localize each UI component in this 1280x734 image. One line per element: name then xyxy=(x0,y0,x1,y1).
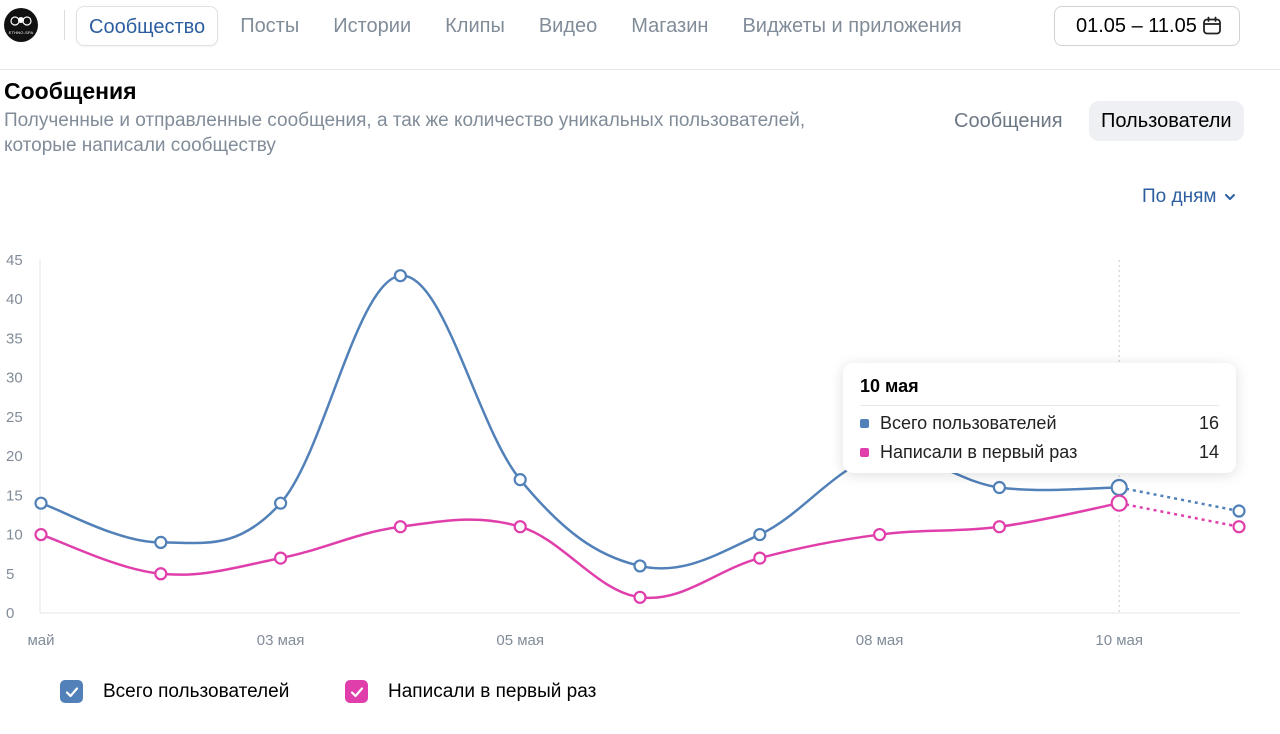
y-tick-label: 30 xyxy=(6,370,23,387)
logo-lettering: ETHNO-SPA xyxy=(8,30,34,35)
data-point[interactable] xyxy=(1232,520,1246,534)
checkmark-icon xyxy=(350,686,363,697)
legend-checkbox[interactable] xyxy=(345,680,368,703)
x-tick-label: 10 мая xyxy=(1095,632,1143,649)
top-navigation-bar: ETHNO-SPA Сообщество Посты Истории Клипы… xyxy=(0,0,1280,70)
data-point[interactable] xyxy=(513,520,527,534)
date-range-picker[interactable]: 01.05 – 11.05 xyxy=(1054,6,1240,46)
tab-shop[interactable]: Магазин xyxy=(631,15,709,37)
section-tabs: Сообщество Посты Истории Клипы Видео Маг… xyxy=(76,6,984,46)
data-point[interactable] xyxy=(992,520,1007,534)
data-point[interactable] xyxy=(274,496,288,510)
legend-checkbox[interactable] xyxy=(60,680,83,703)
y-tick-label: 10 xyxy=(6,527,23,544)
data-point[interactable] xyxy=(1110,494,1128,512)
users-line-chart: 0 5 10 15 20 25 30 35 40 45 май 03 мая 05 мая 08 мая… xyxy=(6,252,1246,649)
series-line xyxy=(40,501,1120,600)
tooltip-row-label: Всего пользователей xyxy=(880,412,1057,433)
data-point[interactable] xyxy=(753,551,767,565)
data-point[interactable] xyxy=(274,551,288,565)
tooltip-row-first-time: Написали в первый раз 14 xyxy=(860,440,1219,464)
y-tick-label: 15 xyxy=(6,487,23,504)
data-point[interactable] xyxy=(34,496,48,510)
data-point[interactable] xyxy=(1232,504,1246,518)
data-point[interactable] xyxy=(1110,478,1128,497)
community-avatar[interactable]: ETHNO-SPA xyxy=(4,8,38,42)
tab-posts[interactable]: Посты xyxy=(240,15,300,37)
tab-video[interactable]: Видео xyxy=(538,15,598,37)
legend-item-total-users[interactable]: Всего пользователей xyxy=(60,680,289,703)
toggle-users[interactable]: Пользователи xyxy=(1089,101,1244,141)
series-line-forecast xyxy=(1118,486,1240,513)
series-line-forecast xyxy=(1118,501,1240,528)
checkmark-icon xyxy=(65,686,78,697)
tooltip-row-value: 14 xyxy=(1198,441,1219,462)
legend-label: Всего пользователей xyxy=(103,680,290,702)
tooltip-divider xyxy=(860,405,1219,406)
tooltip-title: 10 мая xyxy=(860,376,919,396)
y-tick-label: 25 xyxy=(6,409,23,426)
data-point[interactable] xyxy=(872,527,887,542)
y-tick-label: 5 xyxy=(6,566,14,583)
y-tick-label: 35 xyxy=(6,330,23,347)
page-subtitle: Полученные и отправленные сообщения, а т… xyxy=(4,108,904,158)
logo-emblem-icon xyxy=(10,16,32,26)
chevron-down-icon xyxy=(1225,194,1236,200)
y-tick-label: 20 xyxy=(6,448,23,465)
data-point[interactable] xyxy=(34,527,48,542)
data-point[interactable] xyxy=(393,520,407,534)
subtitle-line-1: Полученные и отправленные сообщения, а т… xyxy=(4,110,806,131)
legend-item-first-time[interactable]: Написали в первый раз xyxy=(345,680,596,703)
tab-clips[interactable]: Клипы xyxy=(445,15,505,37)
data-point[interactable] xyxy=(633,559,647,573)
subtitle-line-2: которые написали сообществу xyxy=(4,135,276,156)
date-range-value: 01.05 – 11.05 xyxy=(1076,14,1197,37)
toggle-messages[interactable]: Сообщения xyxy=(954,110,1063,132)
data-point[interactable] xyxy=(753,527,767,542)
data-point[interactable] xyxy=(154,535,168,549)
x-tick-label: май xyxy=(27,632,54,649)
y-tick-label: 45 xyxy=(6,252,23,269)
nav-divider xyxy=(64,10,65,40)
period-dropdown-label: По дням xyxy=(1142,186,1217,207)
x-tick-label: 05 мая xyxy=(496,632,544,649)
legend-label: Написали в первый раз xyxy=(388,680,597,702)
tooltip-row-total: Всего пользователей 16 xyxy=(860,411,1219,435)
tab-stories[interactable]: Истории xyxy=(333,15,412,37)
y-axis-ticks: 0 5 10 15 20 25 30 35 40 45 xyxy=(6,252,23,622)
data-point[interactable] xyxy=(992,480,1007,495)
data-point[interactable] xyxy=(393,269,407,283)
data-point[interactable] xyxy=(633,590,647,604)
series-color-swatch xyxy=(860,447,869,457)
tooltip-row-label: Написали в первый раз xyxy=(880,441,1078,462)
page-title: Сообщения xyxy=(4,78,137,104)
tab-community[interactable]: Сообщество xyxy=(76,6,219,46)
series-2 xyxy=(34,494,1246,604)
x-tick-label: 08 мая xyxy=(856,632,904,649)
calendar-icon xyxy=(1203,16,1221,35)
y-tick-label: 40 xyxy=(6,291,23,308)
period-dropdown[interactable]: По дням xyxy=(1142,186,1236,208)
data-point[interactable] xyxy=(154,567,168,581)
x-axis-ticks: май 03 мая 05 мая 08 мая 10 мая xyxy=(27,632,1143,649)
chart-tooltip: 10 мая Всего пользователей 16 Написали в… xyxy=(843,363,1236,473)
series-color-swatch xyxy=(860,418,869,428)
tab-widgets-apps[interactable]: Виджеты и приложения xyxy=(742,15,962,37)
y-tick-label: 0 xyxy=(6,605,14,622)
x-tick-label: 03 мая xyxy=(257,632,305,649)
tooltip-row-value: 16 xyxy=(1198,412,1219,433)
data-point[interactable] xyxy=(513,473,527,487)
